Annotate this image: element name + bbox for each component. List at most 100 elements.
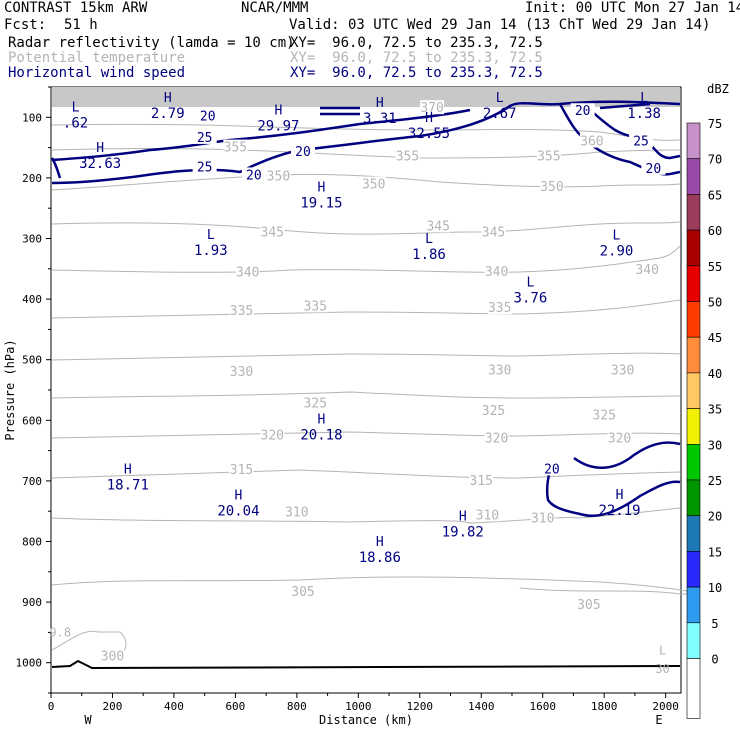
wind-line-jet-top-3 <box>599 102 651 110</box>
agency-label: NCAR/MMM <box>241 0 309 16</box>
theta-label-bg <box>100 648 125 663</box>
edge-fragment: L <box>659 644 666 658</box>
extremum-value: 22.19 <box>598 503 640 519</box>
field-name-theta: Potential temperature <box>8 50 186 66</box>
theta-label-bg <box>481 224 506 239</box>
extremum-type: H <box>616 488 624 503</box>
theta-label-bg <box>361 176 386 191</box>
theta-label: 355 <box>537 150 560 165</box>
edge-fragment: 9.8 <box>49 625 71 639</box>
extremum-type: L <box>613 229 621 244</box>
y-axis-title: Pressure (hPa) <box>3 339 17 440</box>
theta-label: 320 <box>608 431 631 446</box>
theta-label: 325 <box>482 404 505 419</box>
theta-label-bg <box>235 264 260 279</box>
theta-label: 325 <box>592 408 615 423</box>
theta-label-bg <box>291 583 315 598</box>
theta-label-bg <box>530 510 555 525</box>
theta-label: 340 <box>485 265 508 280</box>
theta-label: 335 <box>230 304 253 319</box>
wind-label-bg <box>539 461 564 476</box>
theta-label: 350 <box>362 178 385 193</box>
theta-label: 315 <box>470 474 493 489</box>
theta-label: 345 <box>426 219 449 234</box>
colorbar-label: 50 <box>708 296 722 310</box>
colorbar-label: 30 <box>708 438 722 452</box>
colorbar-label: 70 <box>708 153 722 167</box>
theta-label-bg <box>260 224 285 239</box>
extremum-type: H <box>275 103 283 118</box>
theta-label-bg <box>284 504 309 519</box>
theta-label: 320 <box>485 431 508 446</box>
wind-label: 20 <box>295 145 311 160</box>
theta-label-bg <box>610 362 635 377</box>
wind-label: 25 <box>197 131 213 146</box>
wind-label-bg <box>629 133 654 148</box>
colorbar-label: 35 <box>708 403 722 417</box>
colorbar-swatch <box>686 586 701 624</box>
theta-label: 330 <box>230 365 253 380</box>
theta-label: 370 <box>420 101 443 116</box>
theta-label: 305 <box>577 598 600 613</box>
colorbar-label: 60 <box>708 224 722 238</box>
colorbar-swatch <box>686 229 701 267</box>
wind-label: 20 <box>646 162 662 177</box>
colorbar-label: 15 <box>708 545 722 559</box>
x-tick-label: 1800 <box>591 700 618 713</box>
theta-label-bg <box>223 139 248 154</box>
theta-label-bg <box>607 430 632 445</box>
theta-label-bg <box>229 363 254 378</box>
y-tick-label: 300 <box>22 233 42 246</box>
wind-line-20-upper <box>51 100 681 185</box>
theta-label-bg <box>484 263 509 278</box>
theta-label-bg <box>536 148 561 163</box>
extremum-value: 20.18 <box>300 427 342 443</box>
y-tick-label: 500 <box>22 354 42 367</box>
colorbar-unit: dBZ <box>707 82 729 96</box>
colorbar-label: 0 <box>711 653 718 667</box>
theta-label-bg <box>579 133 604 148</box>
theta-label-bg <box>592 407 617 422</box>
x-axis: 0 200 400 600 800 1000 1200 1400 1600 1800 2000 <box>48 693 679 713</box>
extremum-value: 3.76 <box>514 290 548 306</box>
theta-line-325 <box>51 391 681 399</box>
field-name-wind: Horizontal wind speed <box>8 65 186 81</box>
theta-label: 350 <box>267 170 290 185</box>
theta-label: 350 <box>540 180 563 195</box>
x-tick-label: 200 <box>103 700 123 713</box>
theta-label-bg <box>484 430 509 445</box>
colorbar-swatch <box>686 443 701 481</box>
edge-fragment: 30 <box>655 662 669 676</box>
theta-label: 310 <box>531 511 554 526</box>
field-xy-reflectivity: XY= 96.0, 72.5 to 235.3, 72.5 <box>290 35 543 51</box>
theta-label: 355 <box>396 150 419 165</box>
wind-label-bg <box>570 103 595 118</box>
theta-label-bg <box>487 362 512 377</box>
theta-label-bg <box>481 403 506 418</box>
theta-line-360 <box>51 123 681 141</box>
y-tick-label: 200 <box>22 172 42 185</box>
theta-label-bg <box>426 218 451 233</box>
colorbar-label: 55 <box>708 260 722 274</box>
colorbar-swatch <box>686 479 701 517</box>
theta-label: 345 <box>482 225 505 240</box>
theta-line-320 <box>51 431 681 439</box>
contour-labels: 300 305 305 310 310 310 315 315 320 320 320 325 325 3… <box>49 100 670 676</box>
colorbar-label: 65 <box>708 188 722 202</box>
theta-label-bg <box>635 262 660 277</box>
extremum-type: L <box>72 100 80 115</box>
x-tick-label: 0 <box>48 700 55 713</box>
extremum-type: L <box>640 91 648 106</box>
y-tick-label: 600 <box>22 414 42 427</box>
colorbar-swatch <box>686 122 701 160</box>
extremum-type: L <box>527 275 535 290</box>
extremum-value: 32.55 <box>408 126 450 142</box>
theta-label: 315 <box>230 463 253 478</box>
extremum-type: H <box>124 463 132 478</box>
theta-line-330 <box>51 352 681 361</box>
extremum-type: H <box>376 96 384 111</box>
theta-label-bg <box>303 395 328 410</box>
y-tick-label: 1000 <box>16 657 43 670</box>
theta-label: 325 <box>304 396 327 411</box>
